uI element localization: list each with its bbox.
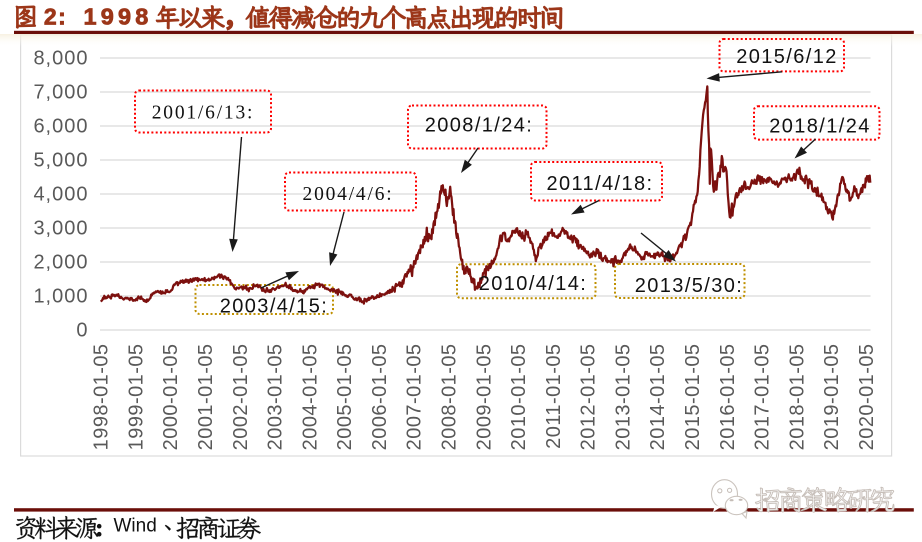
svg-text:8,000: 8,000 [33, 47, 88, 69]
svg-text:2015/6/12: 2015/6/12 [736, 46, 838, 68]
svg-text:2018-01-05: 2018-01-05 [786, 344, 808, 451]
svg-text:2019-01-05: 2019-01-05 [821, 344, 843, 451]
svg-text:2002-01-05: 2002-01-05 [230, 344, 252, 451]
svg-text:7,000: 7,000 [33, 81, 88, 103]
svg-text:2009-01-05: 2009-01-05 [473, 344, 495, 451]
svg-text:2020-01-05: 2020-01-05 [856, 344, 878, 451]
svg-text:2,000: 2,000 [33, 251, 88, 273]
svg-text:1,000: 1,000 [33, 285, 88, 307]
svg-text:2014-01-05: 2014-01-05 [647, 344, 669, 451]
svg-text:2013/5/30:: 2013/5/30: [635, 275, 744, 297]
svg-text:2013-01-05: 2013-01-05 [613, 344, 635, 451]
svg-text:2001/6/13:: 2001/6/13: [152, 103, 255, 124]
svg-text:2003-01-05: 2003-01-05 [265, 344, 287, 451]
svg-text:1998: 1998 [84, 3, 153, 29]
svg-text:2017-01-05: 2017-01-05 [752, 344, 774, 451]
svg-text:2000-01-05: 2000-01-05 [160, 344, 182, 451]
svg-text:2016-01-05: 2016-01-05 [717, 344, 739, 451]
svg-text:2012-01-05: 2012-01-05 [578, 344, 600, 451]
svg-text:2015-01-05: 2015-01-05 [682, 344, 704, 451]
svg-text:2010/4/14:: 2010/4/14: [479, 273, 588, 295]
svg-text:2003/4/15:: 2003/4/15: [220, 296, 329, 318]
svg-text:2008/1/24:: 2008/1/24: [425, 115, 534, 137]
svg-text:2004/4/6:: 2004/4/6: [303, 184, 394, 205]
svg-text:4,000: 4,000 [33, 183, 88, 205]
svg-text:6,000: 6,000 [33, 115, 88, 137]
svg-text:2010-01-05: 2010-01-05 [508, 344, 530, 451]
svg-text:Wind: Wind [114, 516, 157, 537]
svg-text:1999-01-05: 1999-01-05 [125, 344, 147, 451]
svg-text:2001-01-05: 2001-01-05 [195, 344, 217, 451]
svg-text:0: 0 [76, 319, 88, 341]
svg-text:2006-01-05: 2006-01-05 [369, 344, 391, 451]
svg-text:2018/1/24: 2018/1/24 [769, 116, 871, 138]
svg-text:2011/4/18:: 2011/4/18: [546, 173, 653, 195]
svg-text:2007-01-05: 2007-01-05 [404, 344, 426, 451]
svg-text:2008-01-05: 2008-01-05 [439, 344, 461, 451]
svg-text:2005-01-05: 2005-01-05 [334, 344, 356, 451]
svg-text:3,000: 3,000 [33, 217, 88, 239]
svg-text:2004-01-05: 2004-01-05 [299, 344, 321, 451]
svg-text:2011-01-05: 2011-01-05 [543, 344, 565, 449]
svg-text:2:: 2: [44, 3, 67, 29]
svg-text:1998-01-05: 1998-01-05 [91, 344, 113, 451]
svg-text:5,000: 5,000 [33, 149, 88, 171]
